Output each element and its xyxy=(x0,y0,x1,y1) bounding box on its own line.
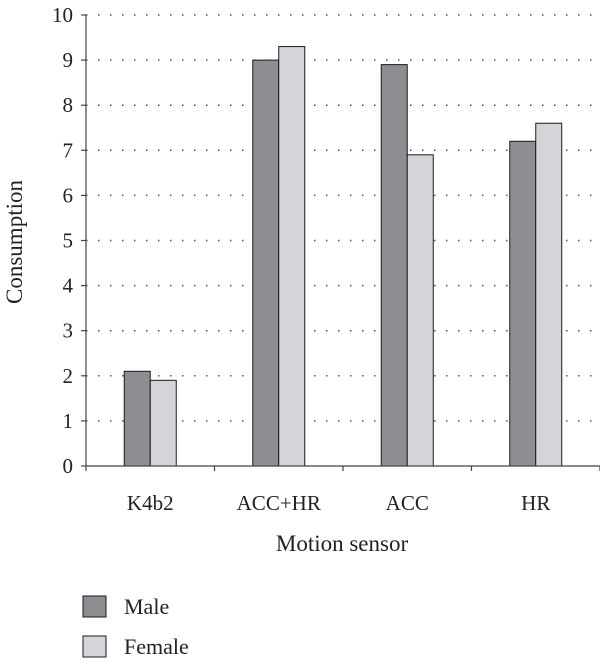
legend: Male Female xyxy=(82,594,189,659)
y-axis-title: Consumption xyxy=(2,180,27,304)
y-tick-label: 8 xyxy=(63,93,74,117)
legend-swatch xyxy=(82,635,107,658)
x-axis-title: Motion sensor xyxy=(276,531,409,556)
y-tick-label: 5 xyxy=(63,229,74,253)
y-tick-label: 7 xyxy=(63,138,74,162)
bar-male-hr xyxy=(509,140,537,467)
bar-female-acc-hr xyxy=(278,46,306,467)
y-tick-labels: 0 1 2 3 4 5 6 7 8 9 10 xyxy=(52,3,74,478)
legend-label: Female xyxy=(124,634,189,659)
legend-swatch xyxy=(82,595,107,618)
y-tick-label: 9 xyxy=(63,48,74,72)
bar-male-k4b2 xyxy=(123,370,151,467)
bars xyxy=(123,46,563,467)
y-tick-label: 0 xyxy=(63,454,74,478)
y-tick-label: 4 xyxy=(63,274,74,298)
bar-male-acc xyxy=(380,64,408,467)
x-tick-label: ACC xyxy=(386,491,429,515)
bar-female-hr xyxy=(535,122,563,467)
x-tick-labels: K4b2 ACC+HR ACC HR xyxy=(127,491,550,515)
legend-label: Male xyxy=(124,594,169,619)
bar-female-k4b2 xyxy=(149,379,177,467)
y-tick-label: 2 xyxy=(63,364,74,388)
x-tick-label: ACC+HR xyxy=(237,491,321,515)
x-tick-label: HR xyxy=(521,491,550,515)
bar-female-acc xyxy=(406,154,434,467)
y-tick-label: 6 xyxy=(63,183,74,207)
y-tick-label: 10 xyxy=(52,3,73,27)
y-tick-label: 3 xyxy=(63,319,74,343)
tick-marks xyxy=(81,14,600,471)
x-tick-label: K4b2 xyxy=(127,491,174,515)
bar-male-acc-hr xyxy=(252,59,280,467)
y-tick-label: 1 xyxy=(63,409,74,433)
